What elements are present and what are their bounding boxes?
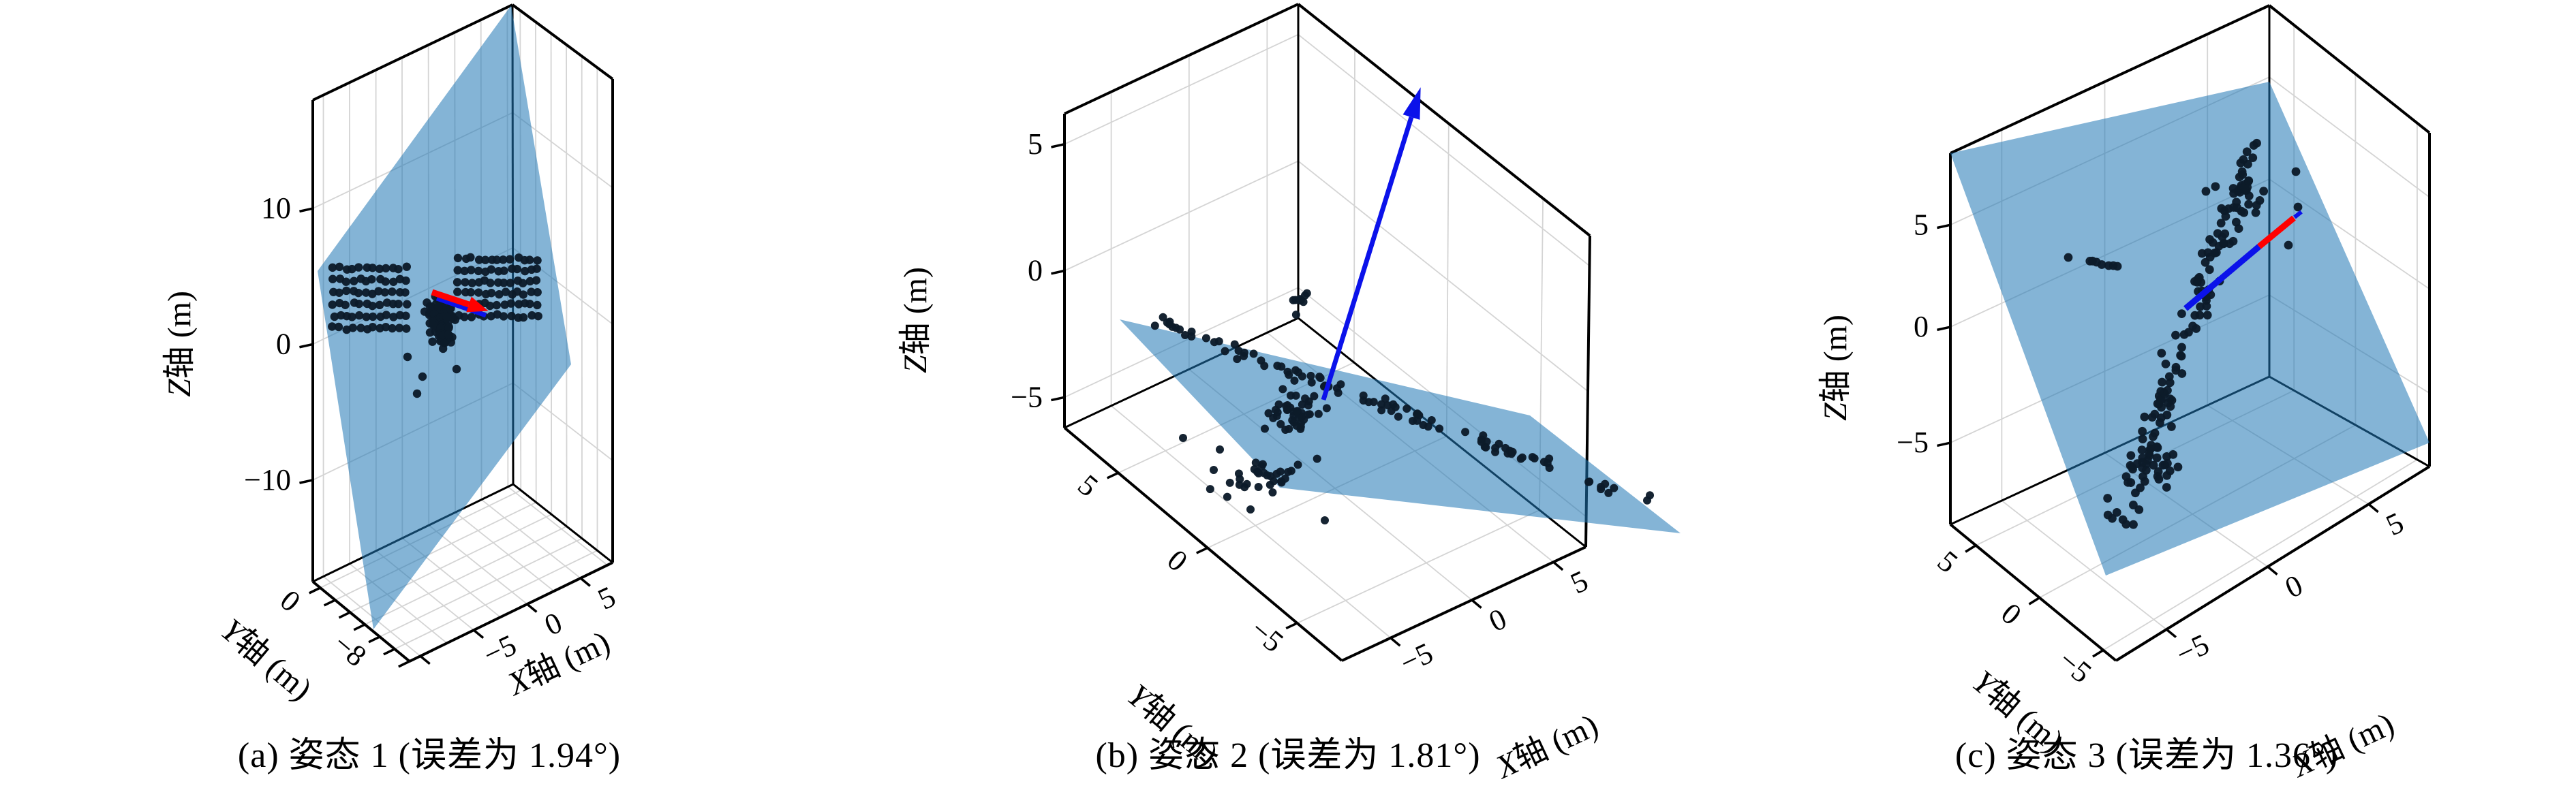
svg-text:5: 5 (1565, 564, 1593, 601)
svg-text:5: 5 (1914, 208, 1929, 241)
svg-text:−10: −10 (244, 463, 291, 497)
svg-text:0: 0 (274, 584, 307, 619)
svg-text:0: 0 (539, 605, 567, 642)
z-axis-label: Z轴 (m) (162, 291, 198, 397)
svg-text:0: 0 (1028, 254, 1043, 287)
svg-text:5: 5 (1931, 544, 1964, 580)
subplot-a: −5 0 5 0 −8 −10 0 10 X轴 (m) Y轴 (m) Z轴 (m) (a) 姿态 1… (0, 0, 859, 788)
svg-text:0: 0 (1995, 597, 2027, 632)
svg-text:0: 0 (2280, 568, 2308, 605)
svg-text:5: 5 (1071, 468, 1104, 503)
svg-text:−5: −5 (1244, 613, 1289, 659)
z-axis-label: Z轴 (m) (898, 267, 934, 373)
svg-text:10: 10 (261, 191, 291, 225)
svg-text:0: 0 (1914, 310, 1929, 343)
svg-text:−8: −8 (327, 627, 373, 674)
subplot-c: −5 0 5 −5 0 5 −5 0 5 X轴 (m) Y轴 (m) Z轴 (m) (c) 姿态 3 … (1717, 0, 2576, 788)
z-axis-label: Z轴 (m) (1818, 315, 1854, 421)
svg-text:−5: −5 (1395, 636, 1438, 680)
svg-text:0: 0 (276, 328, 291, 361)
caption-a: (a) 姿态 1 (误差为 1.94°) (237, 736, 622, 775)
caption-b: (b) 姿态 2 (误差为 1.81°) (1095, 736, 1481, 775)
svg-text:5: 5 (1028, 127, 1043, 161)
svg-text:0: 0 (1161, 543, 1194, 578)
svg-text:−5: −5 (2052, 644, 2098, 690)
y-axis-label: Y轴 (m) (214, 612, 319, 708)
svg-text:5: 5 (2381, 505, 2409, 542)
subplot-b: −5 0 5 −5 0 5 −5 0 5 X轴 (m) Y轴 (m) Z轴 (m) (b) 姿态 2 … (859, 0, 1717, 788)
caption-c: (c) 姿态 3 (误差为 1.36°) (1954, 736, 2339, 775)
svg-text:−5: −5 (1011, 380, 1043, 413)
svg-text:5: 5 (593, 580, 621, 616)
svg-text:0: 0 (1484, 602, 1512, 639)
svg-text:−5: −5 (1897, 426, 1929, 459)
svg-text:−5: −5 (2171, 627, 2214, 671)
